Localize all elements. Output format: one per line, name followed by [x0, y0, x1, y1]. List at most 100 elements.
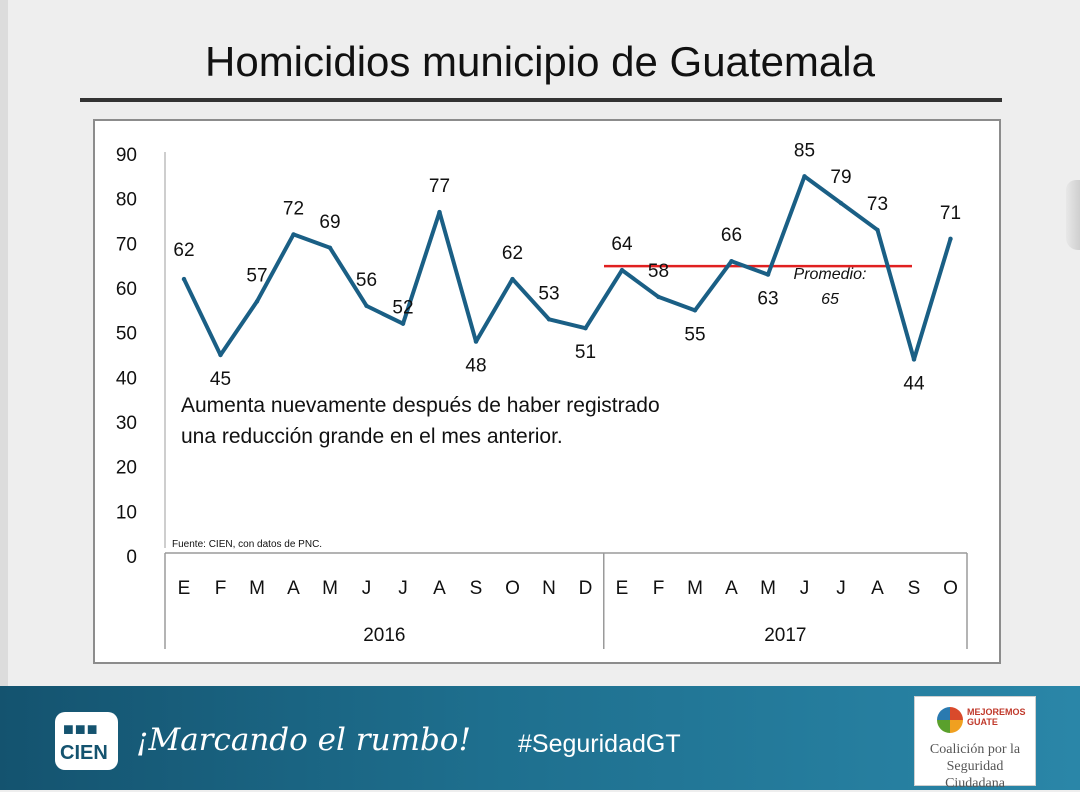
data-point: [546, 317, 552, 322]
x-tick-label: N: [542, 578, 556, 599]
year-label: 2016: [363, 625, 405, 646]
x-tick-label: S: [908, 578, 921, 599]
coalition-line-1: Coalición por la: [929, 742, 1021, 757]
slide-edge: [0, 0, 8, 686]
data-point: [181, 276, 187, 282]
coalition-line-2: Seguridad Ciudadana: [945, 759, 1005, 791]
title-rule: [80, 98, 1002, 102]
data-label: 55: [684, 324, 705, 345]
x-tick-label: S: [470, 578, 483, 599]
data-label: 69: [319, 212, 340, 233]
x-tick-label: J: [362, 578, 372, 599]
data-label: 45: [210, 369, 231, 390]
slogan: ¡Marcando el rumbo!: [136, 722, 471, 758]
data-label: 56: [356, 270, 377, 291]
data-label: 79: [830, 167, 851, 188]
data-label: 85: [794, 140, 815, 161]
x-tick-label: D: [579, 578, 593, 599]
cien-logo-text: CIEN: [60, 742, 108, 764]
x-tick-label: A: [433, 578, 446, 599]
y-tick-label: 20: [116, 458, 137, 479]
data-label: 62: [502, 243, 523, 264]
year-label: 2017: [764, 625, 806, 646]
data-label: 48: [465, 356, 486, 377]
data-label: 57: [246, 265, 267, 286]
data-label: 62: [173, 240, 194, 261]
data-point: [254, 299, 260, 304]
y-axis: 0 10 20 30 40 50 60 70 80 90: [116, 145, 166, 568]
x-tick-label: F: [653, 578, 665, 599]
x-tick-label: A: [287, 578, 300, 599]
data-label: 58: [648, 261, 669, 282]
source-note: Fuente: CIEN, con datos de PNC.: [172, 539, 323, 550]
data-point: [656, 294, 661, 300]
data-point: [400, 321, 406, 326]
data-point: [692, 308, 698, 313]
data-point: [473, 339, 479, 344]
data-point: [765, 272, 771, 277]
data-point: [838, 200, 844, 206]
coalition-text: Coalición por la Seguridad Ciudadana: [915, 741, 1035, 792]
x-tick-label: J: [398, 578, 408, 599]
x-tick-label: E: [616, 578, 629, 599]
data-label: 51: [575, 342, 596, 363]
x-tick-label: O: [505, 578, 520, 599]
average-label-value: 65: [821, 291, 839, 308]
data-label: 64: [611, 234, 633, 255]
y-tick-label: 90: [116, 145, 137, 166]
x-tick-label: M: [760, 578, 776, 599]
x-axis: E F M A M J J A S O N D E F M A M J J A S O 2016 2017: [164, 552, 968, 649]
y-tick-label: 40: [116, 368, 137, 389]
footer-banner: ■■■ CIEN ¡Marcando el rumbo! #SeguridadG…: [0, 686, 1080, 792]
data-label: 66: [721, 225, 742, 246]
y-tick-label: 50: [116, 324, 137, 345]
data-label: 72: [283, 198, 304, 219]
mejoremos-guate-text: MEJOREMOS GUATE: [967, 707, 1026, 727]
cien-logo-mark-icon: ■■■: [63, 719, 99, 739]
data-label: 63: [757, 289, 778, 310]
data-point: [619, 267, 625, 273]
y-tick-label: 60: [116, 279, 137, 300]
x-tick-label: E: [178, 578, 191, 599]
series-group: [181, 174, 953, 362]
x-tick-label: J: [800, 578, 810, 599]
chart-annotation: Aumenta nuevamente después de haber regi…: [181, 394, 660, 448]
data-label: 44: [903, 373, 925, 394]
data-label: 52: [392, 298, 413, 319]
data-label: 73: [867, 194, 888, 215]
data-point: [218, 352, 223, 358]
y-tick-label: 0: [126, 547, 137, 568]
series-line: [182, 174, 953, 362]
data-label: 71: [940, 203, 961, 224]
mejoremos-line: MEJOREMOS: [967, 707, 1026, 717]
x-tick-label: A: [725, 578, 738, 599]
x-tick-label: M: [322, 578, 338, 599]
data-point: [875, 227, 880, 233]
x-tick-label: O: [943, 578, 958, 599]
data-labels: 62 45 57 72 69 56 52 77 48 62 53 51 64 58 55 66 63 85 79 73…: [173, 140, 961, 394]
x-tick-label: J: [836, 578, 846, 599]
data-point: [327, 245, 333, 250]
x-tick-label: M: [249, 578, 265, 599]
y-tick-label: 10: [116, 502, 137, 523]
x-tick-label: M: [687, 578, 703, 599]
x-tick-label: A: [871, 578, 884, 599]
y-tick-label: 30: [116, 413, 137, 434]
cien-logo: ■■■ CIEN: [55, 712, 118, 770]
page-title: Homicidios municipio de Guatemala: [205, 38, 875, 85]
page-curl: [1066, 180, 1080, 250]
data-point: [437, 209, 442, 215]
hashtag: #SeguridadGT: [518, 730, 681, 758]
average-label-title: Promedio:: [793, 266, 867, 283]
guate-line: GUATE: [967, 717, 998, 727]
data-point: [911, 357, 917, 362]
data-label: 53: [538, 283, 559, 304]
y-tick-label: 80: [116, 190, 137, 211]
mejoremos-guate-icon: [937, 707, 963, 733]
data-point: [729, 259, 734, 264]
data-point: [583, 326, 588, 331]
x-tick-label: F: [215, 578, 227, 599]
data-label: 77: [429, 176, 450, 197]
data-point: [364, 303, 369, 309]
